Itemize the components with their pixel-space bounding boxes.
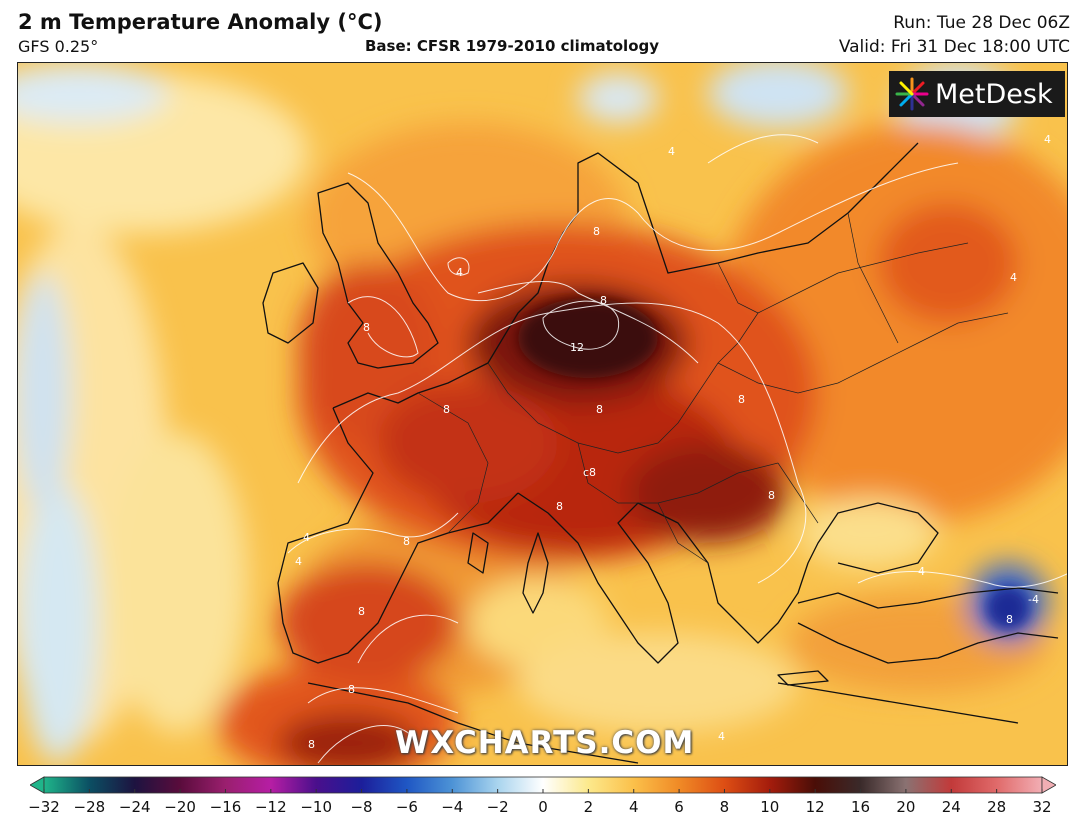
colorbar-scale — [29, 776, 1057, 794]
colorbar-tick-label: 4 — [628, 798, 639, 816]
contour-label: 4 — [668, 145, 675, 158]
contour-label: 8 — [596, 403, 603, 416]
colorbar-tick-label: −12 — [254, 798, 287, 816]
climatology-base-label: Base: CFSR 1979-2010 climatology — [365, 37, 660, 55]
contour-label: 4 — [456, 266, 463, 279]
map-canvas: 4 4 4 4 4 4 4 4 8 8 8 8 8 8 8 8 8 8 8 8 … — [18, 63, 1067, 765]
contour-label: 8 — [308, 738, 315, 751]
anomaly-core — [518, 298, 1030, 630]
colorbar-tick-label: −2 — [486, 798, 509, 816]
contour-label: 8 — [600, 294, 607, 307]
colorbar-tick-label: 10 — [760, 798, 780, 816]
map-title: 2 m Temperature Anomaly (°C) — [18, 10, 383, 34]
model-label: GFS 0.25° — [18, 37, 99, 56]
colorbar-tick-label: 6 — [674, 798, 684, 816]
colorbar-tick-label: −4 — [441, 798, 464, 816]
colorbar-tick-label: −6 — [395, 798, 418, 816]
colorbar-tick-label: −8 — [350, 798, 373, 816]
contour-label: 8 — [556, 500, 563, 513]
colorbar-tick-label: 20 — [896, 798, 916, 816]
colorbar-tick-label: 8 — [719, 798, 730, 816]
contour-label: 8 — [768, 489, 775, 502]
colorbar-tick-label: −16 — [209, 798, 242, 816]
contour-label: 8 — [363, 321, 370, 334]
colorbar: −32 −28 −24 −20 −16 −12 −10 −8 −6 −4 −2 0 2 4 6 8 10 12 16… — [28, 775, 1057, 825]
contour-label: 8 — [348, 683, 355, 696]
contour-label: 8 — [593, 225, 600, 238]
contour-labels: 4 4 4 4 4 4 4 4 8 8 8 8 8 8 8 8 8 8 8 8 … — [295, 133, 1051, 751]
contour-label: 8 — [403, 535, 410, 548]
colorbar-tick-label: 28 — [987, 798, 1007, 816]
colorbar-tick-label: 24 — [941, 798, 961, 816]
contour-label: 4 — [718, 730, 725, 743]
anomaly-field — [18, 63, 1067, 765]
contour-label: -4 — [1028, 593, 1039, 606]
country-borders — [417, 212, 1009, 564]
colorbar-tick-label: 16 — [850, 798, 871, 816]
colorbar-tick-label: −10 — [300, 798, 332, 816]
contour-label: 8 — [358, 605, 365, 618]
colorbar-tick-label: −28 — [73, 798, 106, 816]
colorbar-tick-label: 32 — [1032, 798, 1052, 816]
colorbar-tick-label: −20 — [164, 798, 196, 816]
valid-time-label: Valid: Fri 31 Dec 18:00 UTC — [838, 37, 1070, 57]
metdesk-burst-icon — [895, 77, 929, 111]
run-time-label: Run: Tue 28 Dec 06Z — [893, 13, 1070, 33]
colorbar-tick-label: 2 — [583, 798, 594, 816]
contour-label: c8 — [583, 466, 596, 479]
contour-label: 8 — [1006, 613, 1013, 626]
colorbar-tick-label: −24 — [118, 798, 151, 816]
contour-label: 4 — [303, 531, 310, 544]
contour-label: 4 — [1044, 133, 1051, 146]
contour-label: 8 — [443, 403, 450, 416]
contour-label: 4 — [918, 565, 925, 578]
contour-label: 12 — [570, 341, 584, 354]
metdesk-logo: MetDesk — [889, 71, 1065, 117]
contour-label: 4 — [295, 555, 302, 568]
colorbar-min-arrow — [29, 776, 45, 794]
colorbar-tick-label: 12 — [805, 798, 825, 816]
colorbar-tick-label: −32 — [28, 798, 60, 816]
coastlines — [262, 142, 1059, 764]
anomaly-map: 4 4 4 4 4 4 4 4 8 8 8 8 8 8 8 8 8 8 8 8 … — [17, 62, 1068, 766]
colorbar-tick-label: 0 — [538, 798, 548, 816]
colorbar-max-arrow — [1041, 776, 1057, 794]
contour-label: 8 — [738, 393, 745, 406]
contour-label: 4 — [1010, 271, 1017, 284]
contour-lines — [287, 134, 1067, 764]
watermark: WXCHARTS.COM — [395, 725, 695, 761]
logo-text: MetDesk — [935, 78, 1053, 110]
